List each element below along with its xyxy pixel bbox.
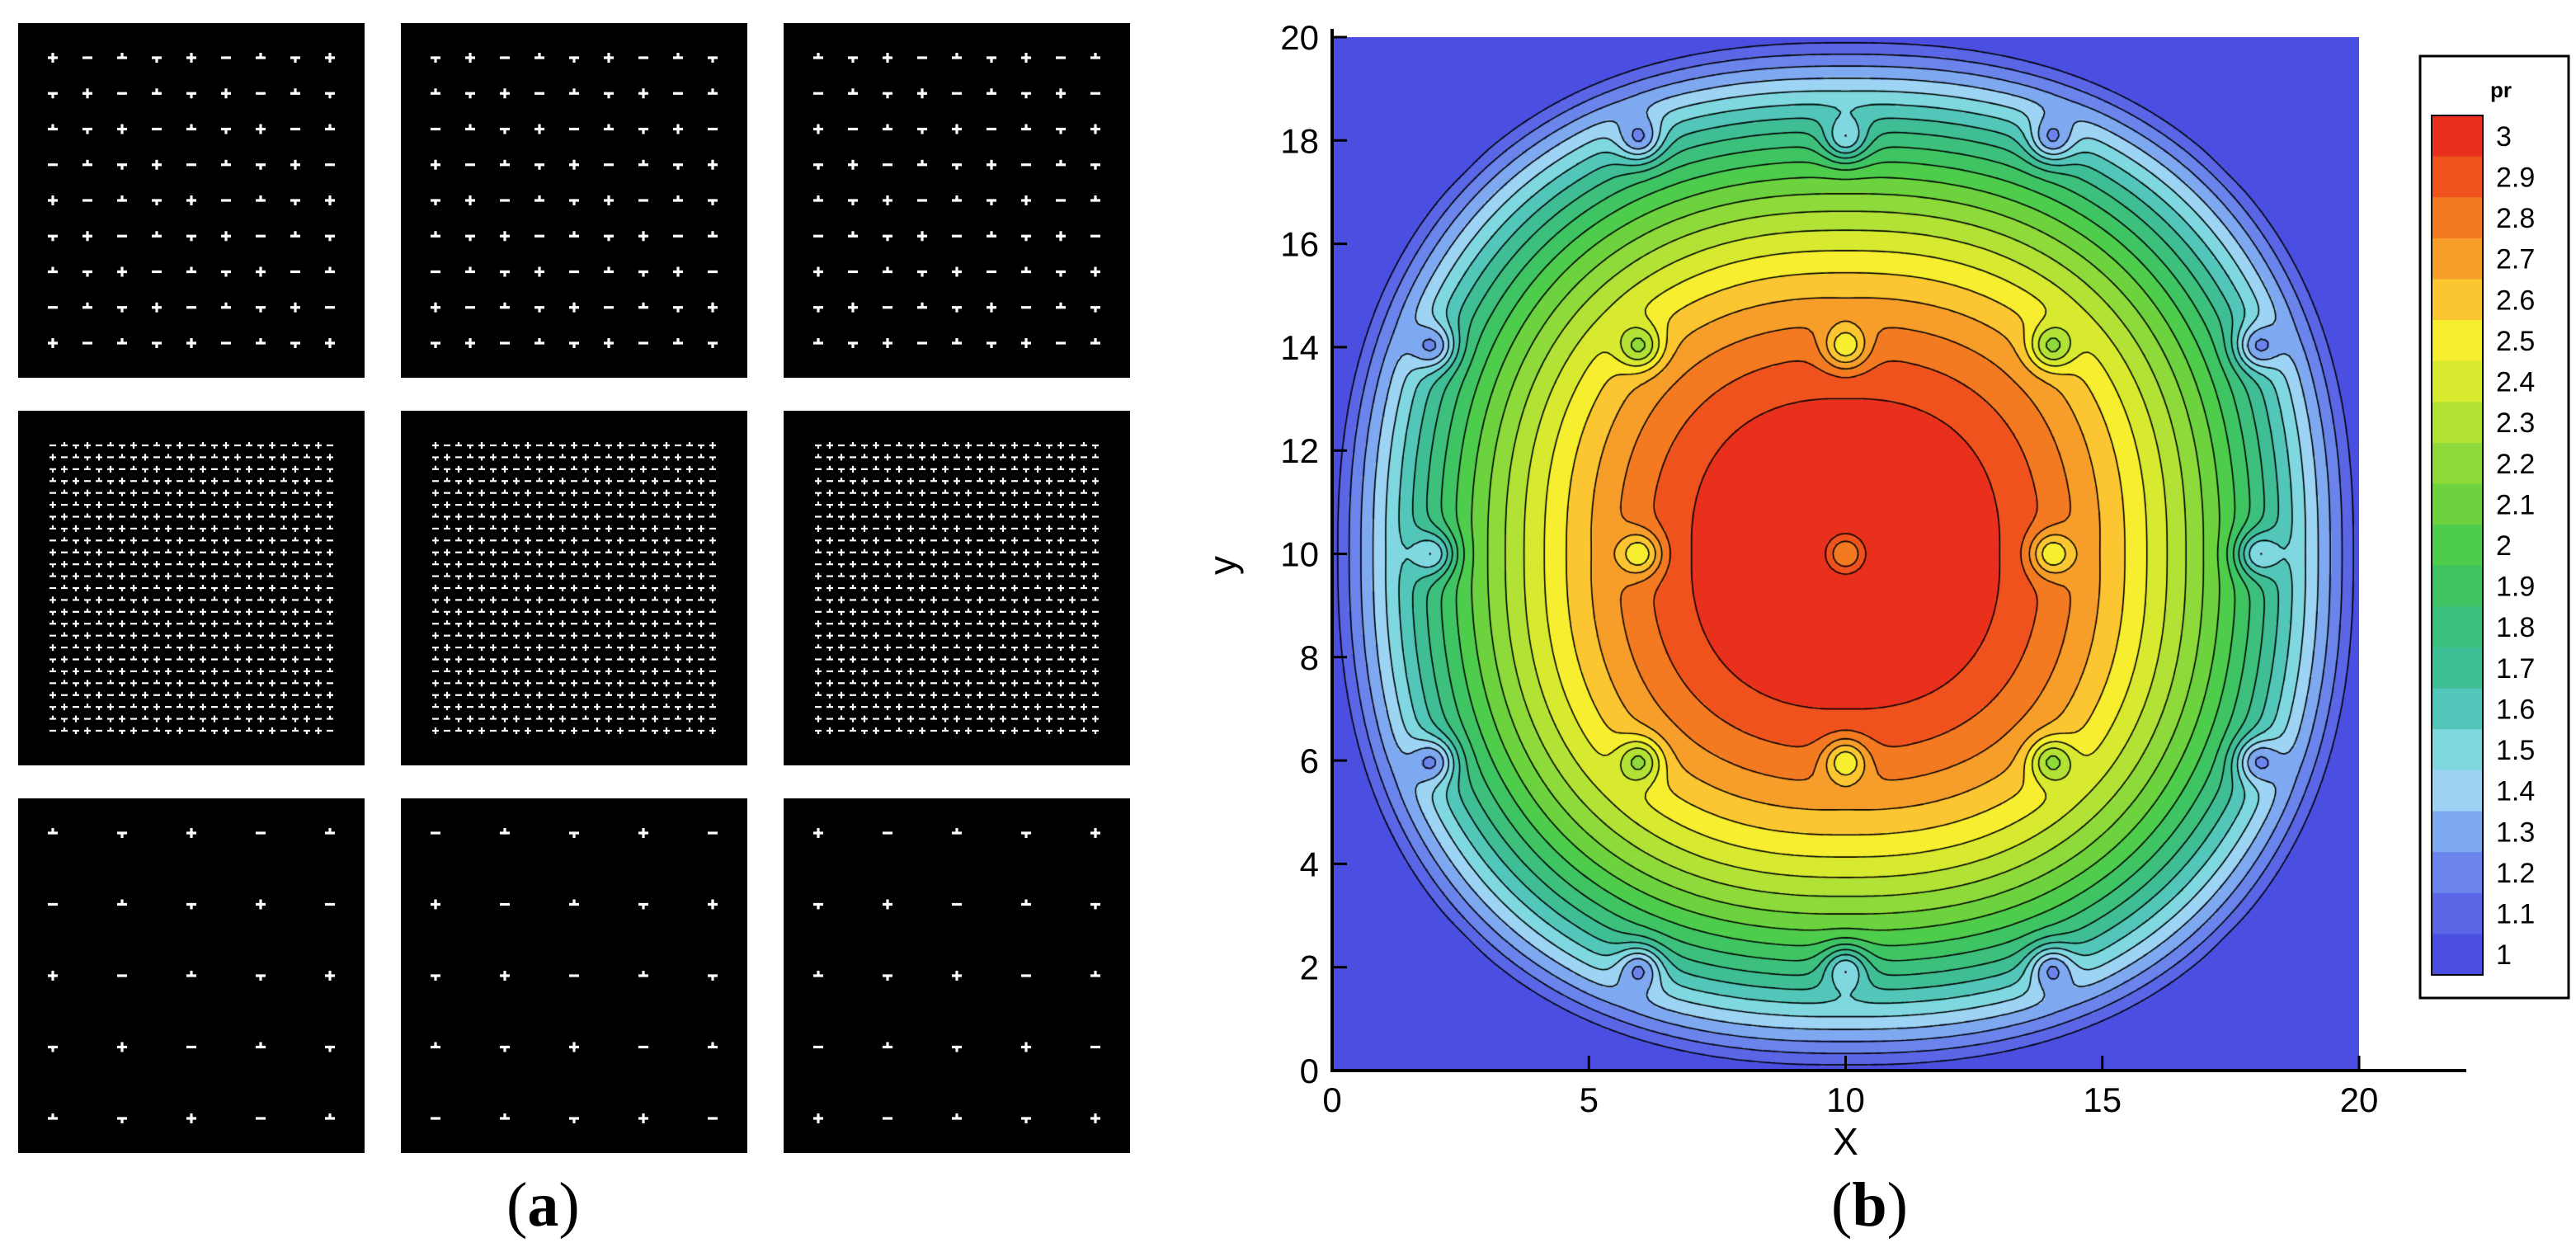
tile-sparse-grid-9-1: [18, 23, 365, 378]
x-tick-label-10: 10: [1826, 1080, 1865, 1119]
colorbar-label-1: 1: [2496, 939, 2512, 971]
colorbar-swatch-2.6: [2432, 279, 2483, 321]
tile-sparse-grid-9-2: [401, 23, 747, 378]
tile-coarse-grid-5-2: [401, 798, 747, 1153]
colorbar-label-1.4: 1.4: [2496, 776, 2535, 807]
colorbar-label-1.6: 1.6: [2496, 694, 2535, 725]
colorbar-label-2.1: 2.1: [2496, 489, 2535, 520]
y-tick-label-10: 10: [1280, 535, 1319, 574]
colorbar-label-2.5: 2.5: [2496, 326, 2535, 357]
tile-coarse-grid-5-1: [18, 798, 365, 1153]
x-tick-label-5: 5: [1580, 1080, 1599, 1119]
colorbar-label-2.8: 2.8: [2496, 203, 2535, 234]
x-tick-label-15: 15: [2083, 1080, 2122, 1119]
y-tick-label-12: 12: [1280, 431, 1319, 470]
colorbar-swatch-2.4: [2432, 360, 2483, 402]
colorbar-swatch-1.4: [2432, 770, 2483, 812]
colorbar-label-2.7: 2.7: [2496, 244, 2535, 275]
tile-dense-grid-25-1: [18, 411, 365, 765]
caption-b: (b): [1831, 1170, 1908, 1240]
colorbar-label-1.1: 1.1: [2496, 899, 2535, 930]
colorbar-swatch-1.3: [2432, 811, 2483, 853]
colorbar-swatch-1.7: [2432, 647, 2483, 690]
x-axis-title: X: [1833, 1120, 1858, 1163]
colorbar-label-1.2: 1.2: [2496, 858, 2535, 889]
colorbar-label-2.4: 2.4: [2496, 367, 2535, 398]
colorbar-label-1.3: 1.3: [2496, 817, 2535, 848]
y-tick-label-14: 14: [1280, 328, 1319, 367]
y-tick-label-20: 20: [1280, 18, 1319, 57]
y-tick-label-2: 2: [1300, 948, 1319, 987]
colorbar-label-2.9: 2.9: [2496, 162, 2535, 193]
colorbar-swatch-1.5: [2432, 729, 2483, 771]
colorbar-swatch-1.1: [2432, 892, 2483, 934]
y-tick-label-18: 18: [1280, 121, 1319, 160]
colorbar-label-2.6: 2.6: [2496, 285, 2535, 316]
panel-b-contour-plot: 0 5 10 15 2002468101214161820Xypr32.92.82.72…: [1201, 18, 2570, 1163]
colorbar-swatch-2: [2432, 525, 2483, 567]
colorbar-swatch-1.6: [2432, 688, 2483, 730]
colorbar-swatch-2.3: [2432, 402, 2483, 444]
contour-field: [1332, 37, 2359, 1071]
colorbar-strip-border: [2431, 115, 2484, 976]
colorbar-swatch-2.1: [2432, 483, 2483, 525]
colorbar-swatch-2.5: [2432, 320, 2483, 362]
y-tick-label-8: 8: [1300, 638, 1319, 677]
y-axis-title: y: [1201, 556, 1244, 575]
colorbar-label-1.9: 1.9: [2496, 572, 2535, 603]
colorbar-swatch-1.8: [2432, 606, 2483, 648]
colorbar-swatch-2.7: [2432, 238, 2483, 280]
panel-a-point-grids: [0, 0, 1171, 1252]
colorbar-swatch-1.9: [2432, 565, 2483, 607]
colorbar-label-1.8: 1.8: [2496, 612, 2535, 643]
colorbar-swatch-3: [2432, 115, 2483, 158]
y-tick-label-6: 6: [1300, 741, 1319, 780]
colorbar-title: pr: [2490, 78, 2512, 102]
tile-coarse-grid-5-3: [784, 798, 1130, 1153]
tile-dense-grid-25-2: [401, 411, 747, 765]
x-tick-label-20: 20: [2340, 1080, 2379, 1119]
colorbar-label-1.5: 1.5: [2496, 735, 2535, 766]
colorbar-swatch-2.8: [2432, 197, 2483, 239]
tile-sparse-grid-9-3: [784, 23, 1130, 378]
y-tick-label-0: 0: [1300, 1052, 1319, 1090]
tile-dense-grid-25-3: [784, 411, 1130, 765]
colorbar-label-2.3: 2.3: [2496, 407, 2535, 439]
y-tick-label-16: 16: [1280, 225, 1319, 264]
colorbar-swatch-2.9: [2432, 156, 2483, 198]
colorbar-swatch-1.2: [2432, 852, 2483, 894]
colorbar-swatch-2.2: [2432, 442, 2483, 485]
colorbar-label-2.2: 2.2: [2496, 449, 2535, 480]
colorbar-label-1.7: 1.7: [2496, 653, 2535, 685]
caption-a: (a): [506, 1170, 580, 1240]
colorbar-label-3: 3: [2496, 121, 2512, 153]
y-tick-label-4: 4: [1300, 845, 1319, 883]
colorbar-swatch-1: [2432, 934, 2483, 976]
x-tick-label-0: 0: [1322, 1080, 1341, 1119]
colorbar-label-2: 2: [2496, 530, 2512, 562]
